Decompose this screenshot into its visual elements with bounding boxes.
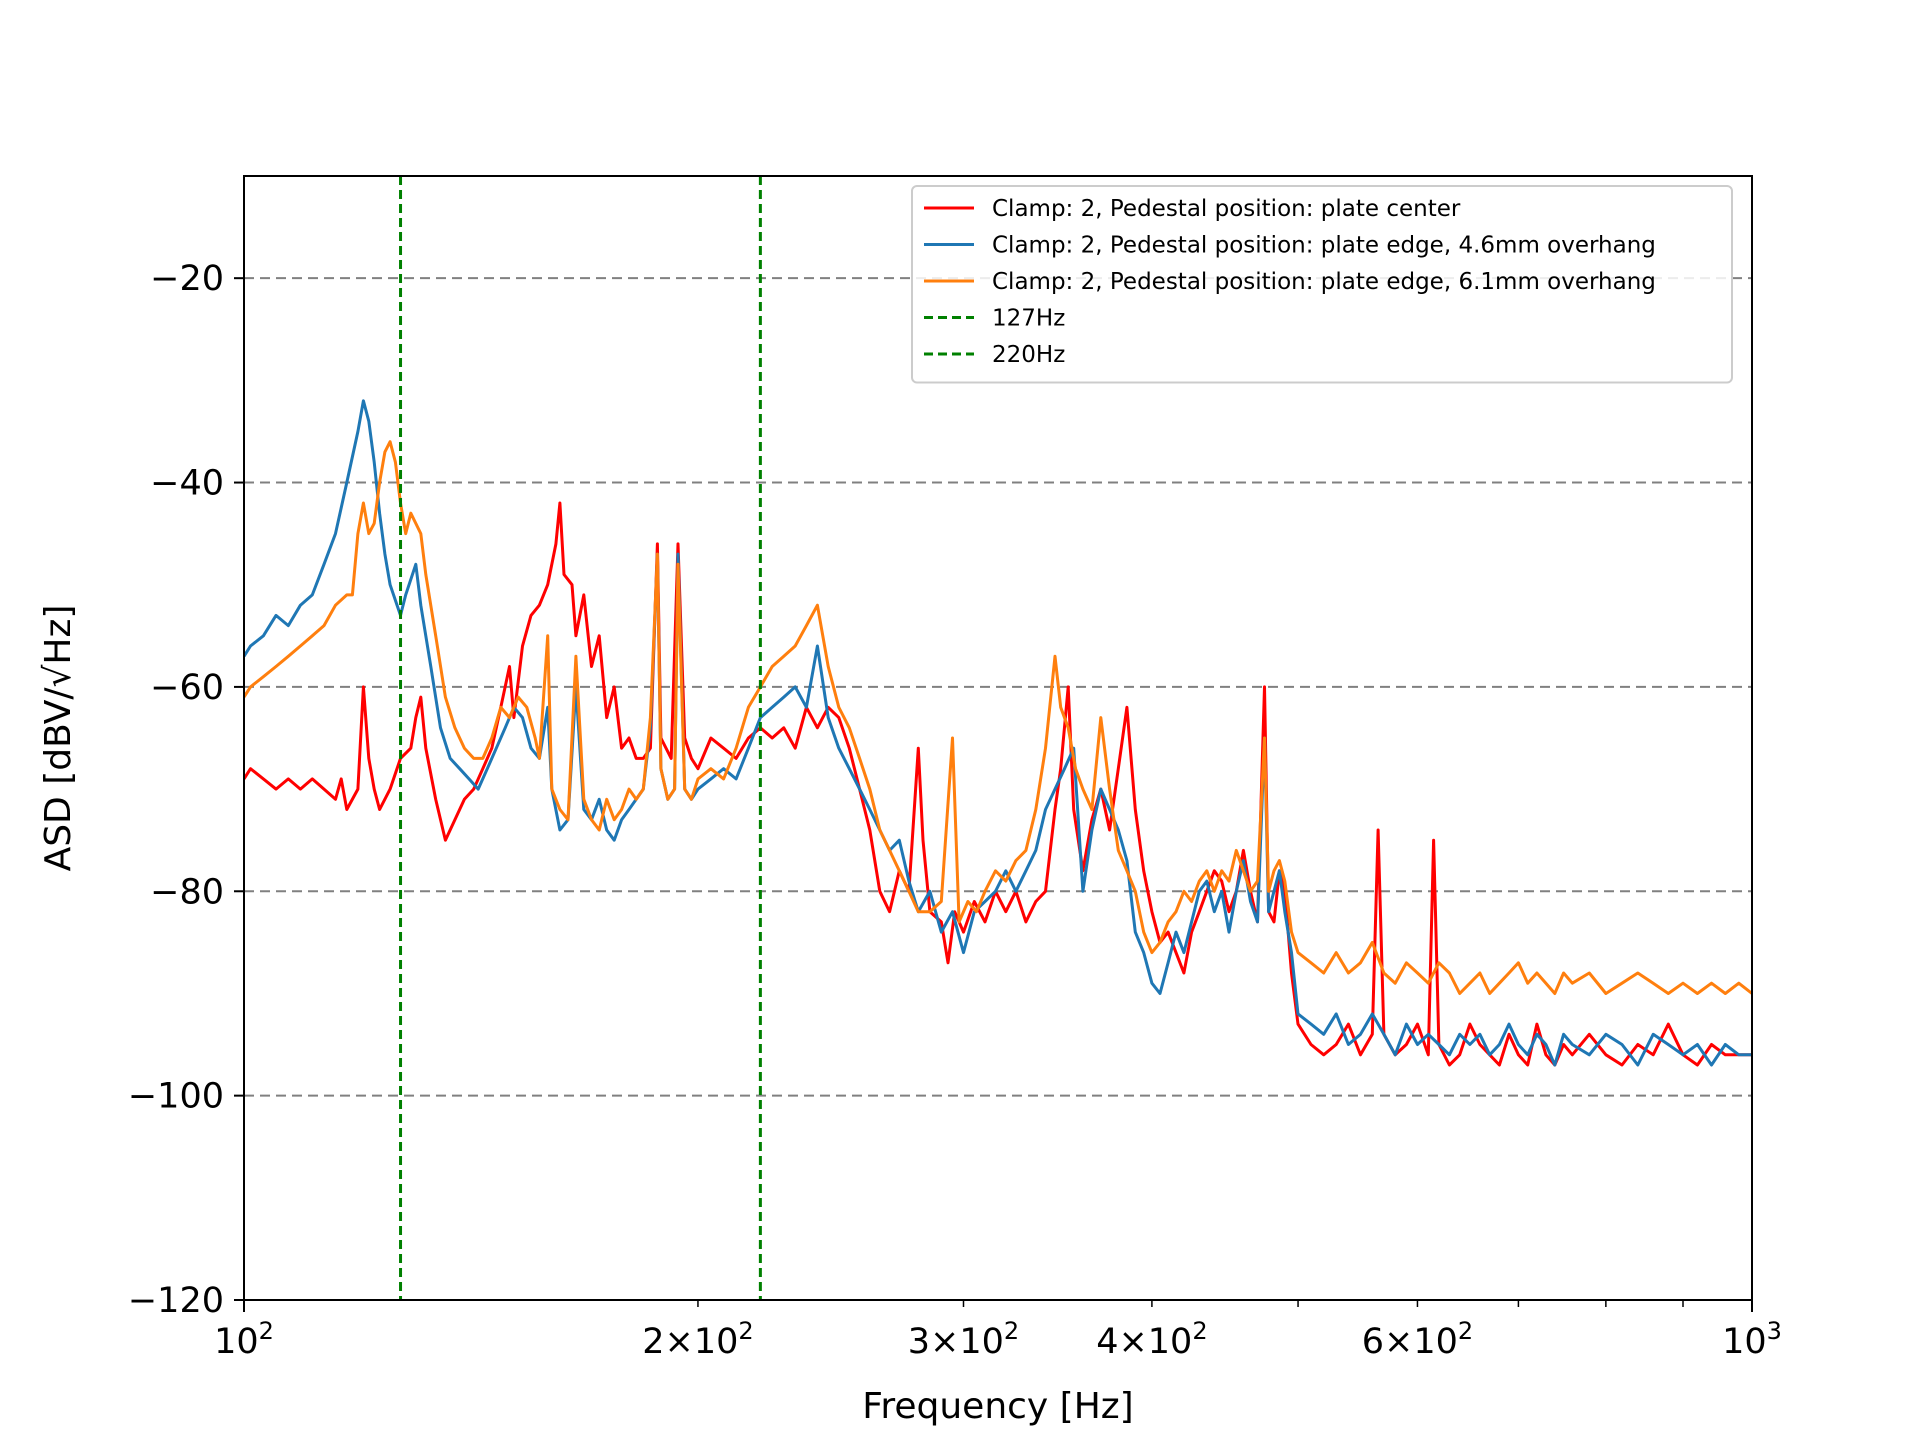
y-tick-label: −100 — [128, 1077, 224, 1117]
x-axis-label: Frequency [Hz] — [862, 1386, 1133, 1427]
y-tick-label: −20 — [150, 259, 224, 299]
x-tick-label: 103 — [1722, 1317, 1782, 1362]
vline-layer — [399, 176, 762, 1300]
y-tick-label: −60 — [150, 668, 224, 708]
y-tick-label: −40 — [150, 464, 224, 504]
x-tick-label: 2×102 — [642, 1317, 753, 1362]
legend-label: Clamp: 2, Pedestal position: plate edge,… — [992, 233, 1656, 259]
series-line-3 — [244, 440, 1752, 995]
legend-label: Clamp: 2, Pedestal position: plate edge,… — [992, 269, 1656, 295]
legend-label: Clamp: 2, Pedestal position: plate cente… — [992, 196, 1461, 222]
x-tick-label: 102 — [214, 1317, 274, 1362]
x-tick-label: 6×102 — [1362, 1317, 1473, 1362]
series-layer — [244, 399, 1752, 1067]
legend: Clamp: 2, Pedestal position: plate cente… — [911, 185, 1733, 384]
y-tick-label: −120 — [128, 1281, 224, 1321]
y-tick-label: −80 — [150, 872, 224, 912]
legend-label: 127Hz — [992, 306, 1065, 332]
x-tick-label: 4×102 — [1096, 1317, 1207, 1362]
x-tick-label: 3×102 — [908, 1317, 1019, 1362]
legend-box — [911, 185, 1733, 384]
plot-frame — [243, 175, 1753, 1301]
series-line-2 — [244, 399, 1752, 1067]
legend-label: 220Hz — [992, 342, 1065, 368]
y-axis-label: ASD [dBV/√Hz] — [38, 605, 79, 872]
